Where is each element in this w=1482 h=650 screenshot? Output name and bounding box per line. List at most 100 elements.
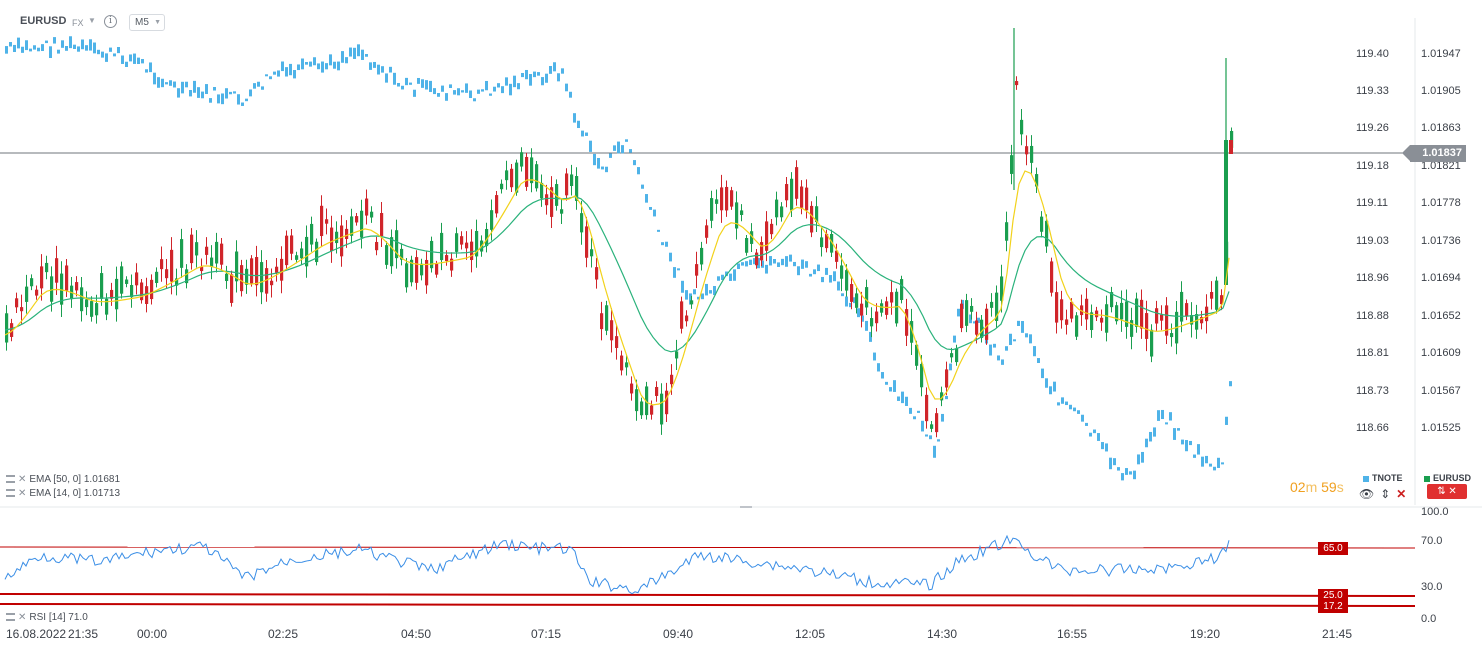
tnote-bar	[1121, 473, 1124, 481]
candle-body	[80, 287, 84, 312]
tnote-bar	[709, 290, 712, 294]
candle-body	[1190, 315, 1194, 325]
candle-body	[250, 258, 254, 284]
tnote-bar	[833, 271, 836, 282]
candle-body	[780, 206, 784, 218]
ema14-legend[interactable]: ✕ EMA [14, 0] 1.01713	[6, 488, 120, 499]
tnote-bar	[969, 314, 972, 324]
candle-body	[1135, 298, 1139, 327]
candle-body	[620, 355, 624, 371]
remove-icon[interactable]: ✕	[1448, 486, 1457, 497]
candle-body	[225, 273, 229, 282]
close-icon[interactable]: ✕	[18, 474, 27, 485]
list-icon[interactable]	[6, 613, 15, 622]
tnote-bar	[165, 82, 168, 85]
timeframe-select[interactable]: M5 ▼	[129, 14, 165, 31]
eye-icon[interactable]: 👁	[1359, 487, 1375, 501]
eurusd-legend[interactable]: EURUSD	[1424, 473, 1471, 483]
tnote-bar	[1033, 346, 1036, 357]
tnote-bar	[1133, 470, 1136, 480]
tnote-bar	[509, 83, 512, 96]
tnote-bar	[33, 45, 36, 50]
tnote-bar	[581, 130, 584, 137]
candle-body	[100, 273, 104, 299]
tnote-bar	[617, 141, 620, 154]
candle-body	[635, 389, 639, 412]
candle-body	[395, 230, 399, 259]
tnote-bar	[609, 153, 612, 158]
tnote-bar	[997, 355, 1000, 361]
tnote-bar	[1113, 458, 1116, 466]
candle-body	[300, 248, 304, 259]
rsi-line	[4, 534, 1230, 595]
tnote-bar	[89, 39, 92, 51]
candle-body	[675, 351, 679, 359]
tnote-bar	[285, 67, 288, 77]
symbol-name[interactable]: EURUSD	[20, 15, 67, 27]
ema50-legend[interactable]: ✕ EMA [50, 0] 1.01681	[6, 474, 120, 485]
candle-body	[995, 292, 999, 321]
eurusd-controls[interactable]: ⇅ ✕	[1427, 484, 1467, 499]
candle-body	[155, 271, 159, 284]
tnote-bar	[101, 51, 104, 58]
eurusd-axis-label: 1.01863	[1421, 122, 1461, 134]
candle-body	[210, 257, 214, 267]
chevron-down-icon[interactable]: ▼	[88, 16, 96, 25]
tnote-bar	[1053, 381, 1056, 392]
candle-body	[920, 363, 924, 388]
time-axis-label: 00:00	[137, 627, 168, 641]
candle-body	[1229, 140, 1233, 154]
candle-body	[500, 183, 504, 190]
candle-body	[640, 401, 644, 416]
tnote-bar	[917, 410, 920, 413]
candle-body	[50, 276, 54, 302]
tnote-legend[interactable]: TNOTE	[1363, 473, 1403, 483]
tnote-axis-label: 119.03	[1356, 235, 1389, 247]
tnote-bar	[1209, 463, 1212, 467]
close-icon[interactable]: ✕	[18, 488, 27, 499]
candle-body	[455, 233, 459, 252]
reorder-icon[interactable]: ⇕	[1380, 487, 1391, 501]
eurusd-axis-label: 1.01736	[1421, 235, 1461, 247]
candle-body	[890, 292, 894, 303]
candle-body	[315, 241, 319, 263]
tnote-bar	[133, 53, 136, 64]
tnote-bar	[397, 82, 400, 87]
candle-body	[880, 303, 884, 313]
candle-body	[30, 278, 34, 287]
settings-icon[interactable]: ⇅	[1437, 486, 1446, 497]
tnote-bar	[1093, 429, 1096, 434]
info-icon[interactable]: i	[104, 15, 117, 28]
pane-resize-handle[interactable]	[740, 506, 752, 508]
remove-icon[interactable]: ✕	[1396, 487, 1407, 501]
candle-body	[1150, 329, 1154, 357]
candle-body	[660, 393, 664, 425]
tnote-bar	[781, 258, 784, 266]
candle-body	[770, 223, 774, 235]
tnote-bar	[545, 73, 548, 83]
tnote-bar	[493, 86, 496, 92]
rsi-legend[interactable]: ✕ RSI [14] 71.0	[6, 612, 88, 623]
candle-body	[1210, 291, 1214, 299]
candle-body	[535, 164, 539, 189]
list-icon[interactable]	[6, 475, 15, 484]
candle-body	[465, 242, 469, 249]
tnote-bar	[597, 157, 600, 169]
candle-body	[430, 240, 434, 269]
candle-body	[15, 298, 19, 308]
tnote-bar	[813, 269, 816, 275]
eurusd-axis-label: 1.01778	[1421, 197, 1461, 209]
tnote-bar	[729, 273, 732, 281]
candle-body	[605, 305, 609, 331]
candle-body	[95, 303, 99, 316]
close-icon[interactable]: ✕	[18, 612, 27, 623]
tnote-bar	[513, 75, 516, 88]
tnote-bar	[249, 89, 252, 97]
tnote-bar	[605, 166, 608, 173]
tnote-bar	[121, 55, 124, 64]
candle-body	[850, 284, 854, 302]
eurusd-axis-label: 1.01525	[1421, 422, 1461, 434]
list-icon[interactable]	[6, 489, 15, 498]
candle-body	[1070, 301, 1074, 319]
